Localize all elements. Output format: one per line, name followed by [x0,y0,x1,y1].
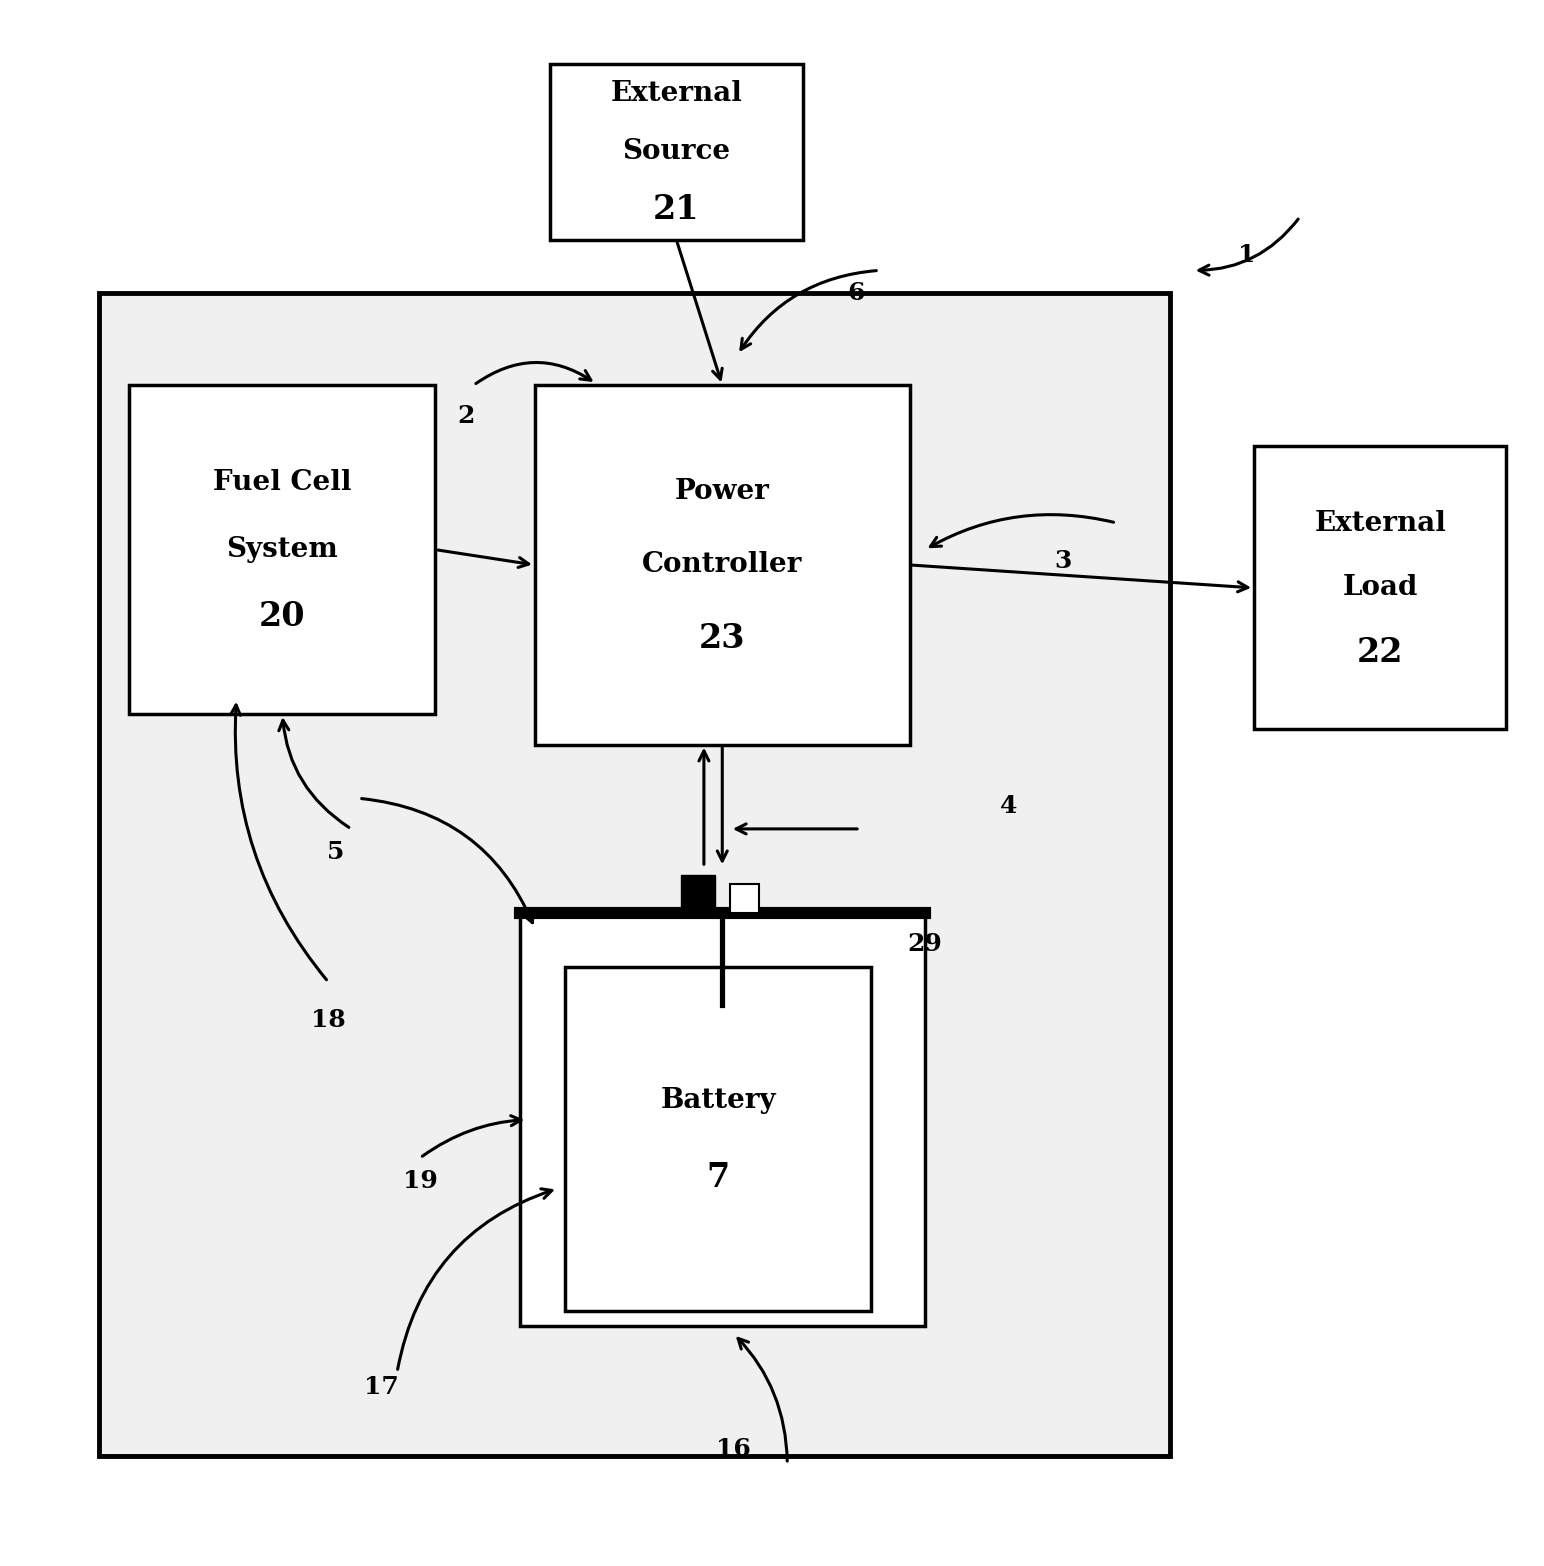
Bar [550,64,803,240]
Text: 20: 20 [259,600,306,634]
Text: System: System [227,536,338,564]
Text: External: External [610,80,743,106]
Bar [130,385,435,714]
Text: 1: 1 [1238,243,1255,268]
Bar [730,885,758,913]
Text: Load: Load [1343,575,1417,601]
Text: External: External [1314,511,1447,537]
Text: Fuel Cell: Fuel Cell [213,468,352,496]
Text: Source: Source [622,138,730,166]
Text: 2: 2 [457,404,474,428]
Text: 22: 22 [1357,636,1403,669]
Text: Controller: Controller [642,551,803,578]
Text: 5: 5 [327,839,344,864]
Bar [565,966,871,1311]
Bar [519,913,925,1326]
Text: 17: 17 [364,1375,400,1400]
Text: 4: 4 [1001,794,1017,817]
Text: 18: 18 [310,1009,346,1032]
Bar [534,385,909,745]
Text: 21: 21 [653,194,699,227]
Text: 29: 29 [908,932,942,955]
Text: 3: 3 [1055,550,1072,573]
Text: 16: 16 [716,1436,750,1461]
Text: 6: 6 [848,282,865,305]
Bar [681,875,715,913]
Text: Power: Power [675,478,770,504]
Text: 23: 23 [699,622,746,655]
Bar [99,293,1170,1456]
Text: 19: 19 [403,1168,437,1193]
Text: Battery: Battery [661,1087,777,1113]
Bar [1254,446,1507,730]
Text: 7: 7 [707,1160,730,1193]
